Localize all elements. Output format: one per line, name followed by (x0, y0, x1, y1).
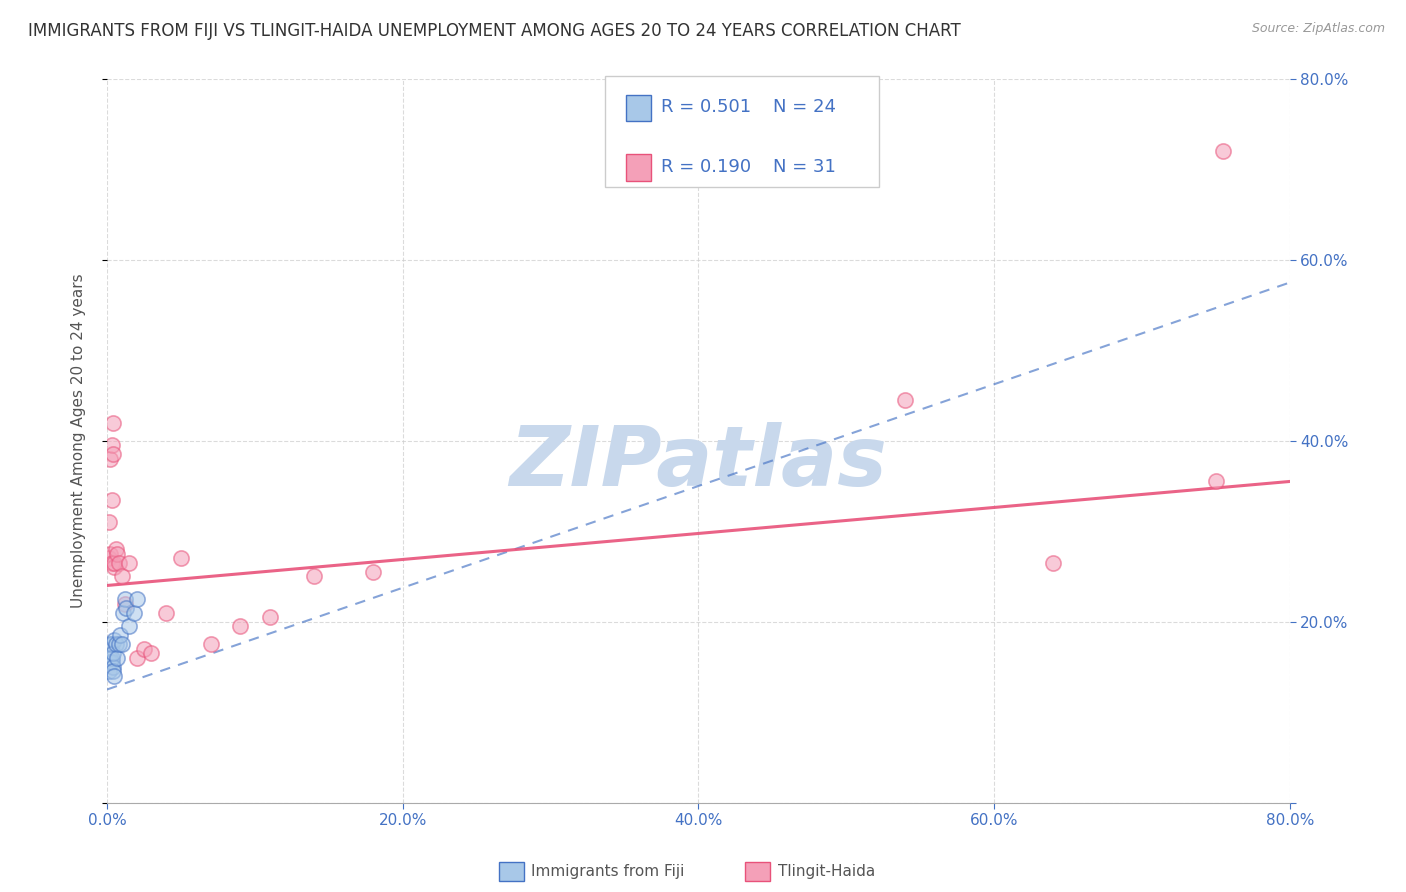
Text: R = 0.190: R = 0.190 (661, 158, 751, 176)
Point (101, 665, 124, 679)
Point (100, 650, 122, 665)
Text: N = 24: N = 24 (773, 98, 837, 116)
Text: Tlingit-Haida: Tlingit-Haida (778, 864, 875, 879)
Point (259, 610, 281, 624)
Text: ZIPatlas: ZIPatlas (509, 422, 887, 503)
Point (132, 641, 155, 656)
Point (107, 650, 129, 665)
Point (103, 632, 125, 647)
Point (118, 556, 141, 570)
Point (361, 565, 384, 579)
Point (118, 619, 141, 633)
Point (103, 560, 125, 574)
Text: Source: ZipAtlas.com: Source: ZipAtlas.com (1251, 22, 1385, 36)
Point (1205, 475, 1227, 489)
Point (170, 551, 193, 566)
Point (155, 606, 177, 620)
Point (104, 542, 127, 557)
Text: IMMIGRANTS FROM FIJI VS TLINGIT-HAIDA UNEMPLOYMENT AMONG AGES 20 TO 24 YEARS COR: IMMIGRANTS FROM FIJI VS TLINGIT-HAIDA UN… (28, 22, 960, 40)
Point (98, 451, 121, 466)
Point (115, 601, 138, 615)
Point (100, 637, 122, 651)
Point (229, 619, 252, 633)
Point (1042, 556, 1064, 570)
Point (101, 447, 124, 461)
Point (108, 637, 131, 651)
Point (114, 597, 136, 611)
Point (114, 592, 136, 607)
Point (98, 650, 121, 665)
Point (200, 637, 222, 651)
Text: Immigrants from Fiji: Immigrants from Fiji (531, 864, 685, 879)
Point (104, 637, 127, 651)
Point (103, 669, 125, 683)
Point (101, 660, 124, 674)
Point (98, 547, 121, 561)
Point (98, 637, 121, 651)
Point (97, 665, 120, 679)
Point (894, 392, 917, 407)
Point (101, 646, 124, 660)
Point (97, 515, 120, 529)
Y-axis label: Unemployment Among Ages 20 to 24 years: Unemployment Among Ages 20 to 24 years (72, 274, 86, 608)
Point (108, 556, 131, 570)
Point (100, 656, 122, 670)
Point (107, 547, 129, 561)
Point (122, 606, 145, 620)
Point (101, 416, 124, 430)
Point (100, 492, 122, 507)
Point (111, 569, 134, 583)
Point (103, 556, 125, 570)
Point (100, 438, 122, 452)
Text: N = 31: N = 31 (773, 158, 837, 176)
Point (111, 637, 134, 651)
Point (1212, 145, 1234, 159)
Point (97, 551, 120, 566)
Point (141, 646, 163, 660)
Point (98, 656, 121, 670)
Point (125, 592, 148, 607)
Point (97, 656, 120, 670)
Text: R = 0.501: R = 0.501 (661, 98, 751, 116)
Point (112, 606, 135, 620)
Point (302, 569, 325, 583)
Point (125, 650, 148, 665)
Point (110, 628, 132, 642)
Point (100, 556, 122, 570)
